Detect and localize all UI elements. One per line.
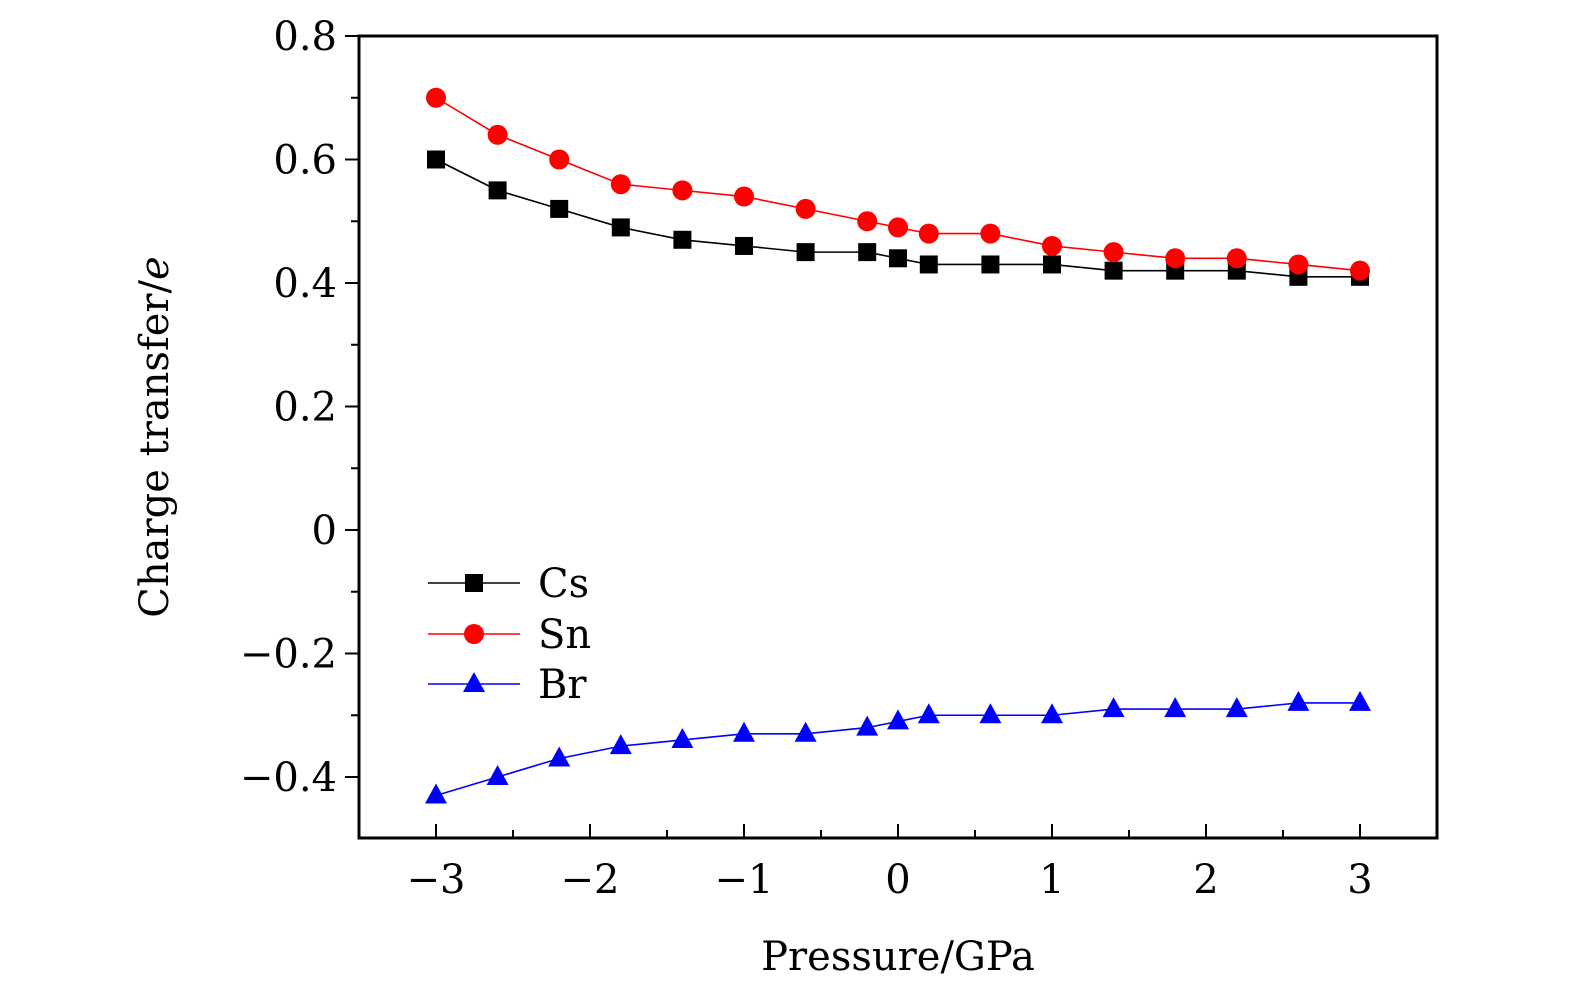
data-point-br: [1349, 690, 1371, 711]
data-point-sn: [1226, 248, 1247, 269]
data-point-cs: [611, 218, 630, 237]
data-point-cs: [427, 150, 445, 169]
data-point-br: [671, 727, 694, 748]
data-point-sn: [888, 217, 908, 238]
data-point-br: [1041, 703, 1063, 724]
x-tick-label: −1: [715, 857, 774, 903]
data-point-br: [1225, 697, 1248, 718]
y-axis-title-main: Charge transfer/: [132, 279, 178, 617]
x-axis-title: Pressure/GPa: [761, 934, 1035, 980]
x-tick-label: 3: [1347, 857, 1372, 903]
data-point-cs: [1043, 255, 1061, 274]
data-point-cs: [488, 181, 507, 200]
series-sn: [426, 87, 1370, 281]
data-point-cs: [919, 255, 938, 274]
data-point-sn: [1165, 248, 1186, 269]
x-tick-label: −2: [561, 857, 620, 903]
data-point-cs: [550, 199, 569, 218]
x-tick-label: 1: [1039, 857, 1064, 903]
data-point-br: [979, 703, 1002, 724]
x-axis-ticks: −3 −2 −1 0 1 2 3: [407, 824, 1373, 903]
data-point-sn: [918, 223, 939, 244]
data-point-cs: [796, 243, 815, 262]
data-point-br: [1164, 697, 1187, 718]
data-point-sn: [795, 198, 816, 219]
legend-label: Sn: [538, 612, 591, 658]
y-tick-label: 0: [312, 508, 337, 554]
legend-marker: [464, 624, 484, 644]
series-br: [425, 690, 1371, 804]
y-tick-label: 0.8: [273, 14, 337, 60]
series-line-sn: [435, 97, 1361, 272]
data-point-sn: [1103, 242, 1124, 263]
legend-item-sn: Sn: [428, 612, 591, 658]
data-point-sn: [426, 87, 446, 108]
data-point-br: [733, 721, 755, 742]
y-tick-label: −0.4: [240, 755, 337, 801]
y-axis-title-unit: e: [132, 256, 178, 280]
data-point-cs: [889, 249, 907, 268]
x-tick-label: −3: [407, 857, 466, 903]
data-point-sn: [1288, 254, 1309, 275]
y-tick-label: 0.2: [273, 385, 337, 431]
data-point-br: [1287, 690, 1310, 711]
y-tick-label: 0.6: [273, 138, 337, 184]
data-point-sn: [549, 149, 570, 170]
legend-item-br: Br: [428, 662, 587, 708]
data-point-br: [425, 783, 447, 804]
data-point-cs: [858, 243, 877, 262]
data-point-cs: [1104, 261, 1123, 280]
y-tick-label: 0.4: [273, 261, 337, 307]
y-axis-title: Charge transfer/e: [132, 256, 178, 617]
y-tick-label: −0.2: [240, 632, 337, 678]
series-layer: [425, 87, 1371, 804]
y-axis-ticks: −0.4 −0.2 0 0.2 0.4 0.6 0.8: [240, 14, 359, 801]
data-point-br: [887, 709, 909, 730]
data-point-sn: [610, 174, 631, 195]
data-point-br: [917, 703, 940, 724]
legend-marker: [463, 672, 485, 692]
data-point-br: [794, 721, 817, 742]
legend-item-cs: Cs: [428, 561, 589, 607]
data-point-br: [486, 765, 509, 785]
data-point-br: [1102, 697, 1125, 718]
x-tick-label: 0: [885, 857, 910, 903]
data-point-cs: [673, 230, 692, 249]
data-point-sn: [1042, 235, 1062, 256]
data-point-sn: [1350, 260, 1370, 281]
data-point-sn: [857, 211, 878, 232]
data-point-cs: [735, 236, 753, 255]
legend-label: Br: [538, 662, 587, 708]
data-point-sn: [734, 186, 754, 207]
legend-label: Cs: [538, 561, 589, 607]
data-point-br: [609, 734, 632, 755]
data-point-br: [548, 746, 571, 767]
legend-marker: [465, 574, 483, 592]
x-tick-label: 2: [1193, 857, 1218, 903]
data-point-sn: [672, 180, 693, 201]
data-point-br: [856, 715, 879, 736]
series-cs: [427, 150, 1369, 286]
data-point-cs: [981, 255, 1000, 274]
data-point-sn: [487, 124, 508, 145]
data-point-sn: [980, 223, 1001, 244]
